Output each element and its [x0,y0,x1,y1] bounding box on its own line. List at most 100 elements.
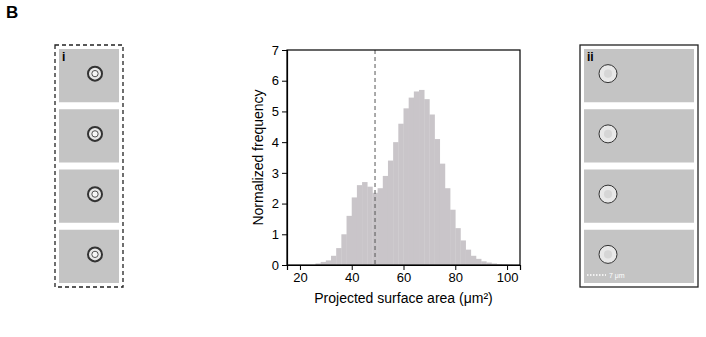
cell [88,247,102,261]
y-tick-label: 0 [272,258,279,273]
y-tick-mark [282,50,287,51]
histogram-bar [378,188,383,265]
panel-label: i [62,50,65,64]
y-tick: 6 [272,73,287,88]
y-tick-label: 2 [272,196,279,211]
histogram-bar [336,248,341,265]
cell-center [604,250,612,258]
histogram-bar [476,259,481,265]
histogram-bar [455,228,460,265]
histogram-bar [435,139,440,265]
cell-image [59,109,119,162]
scale-bar [587,274,606,276]
x-tick: 80 [449,265,463,285]
y-tick-mark [282,265,287,266]
histogram-bar [326,260,331,265]
cell-image [584,109,694,162]
histogram-bar [331,256,336,265]
histogram-bar [450,210,455,265]
y-tick: 2 [272,196,287,211]
histogram-bar [404,108,409,265]
cell-image [59,230,119,283]
histogram-bar [414,91,419,265]
panel-label: ii [587,50,594,64]
image-panel: i [55,45,123,287]
histogram-bar [445,188,450,265]
cell-image [584,230,694,283]
y-tick-mark [282,111,287,112]
y-tick-label: 4 [272,135,279,150]
cell-center [92,131,98,137]
histogram-bar [429,115,434,266]
y-tick-label: 6 [272,73,279,88]
x-tick: 40 [345,265,359,285]
cell [88,187,102,201]
y-tick: 4 [272,135,287,150]
histogram-bar [367,187,372,265]
histogram-bar [440,164,445,265]
histogram-bar [383,176,388,265]
y-tick: 1 [272,227,287,242]
histogram-bar [466,250,471,265]
cell-image [59,49,119,102]
x-tick: 60 [397,265,411,285]
plot-area [315,50,512,265]
cell-image [584,49,694,102]
cell-image [584,170,694,223]
cell [599,245,617,263]
histogram-bar [362,182,367,265]
cell-center [92,251,98,257]
y-tick: 7 [272,43,287,58]
y-tick: 5 [272,104,287,119]
x-tick: 100 [497,265,519,285]
cell [88,127,102,141]
cell-center [92,70,98,76]
histogram-bar [393,142,398,265]
cell [599,65,617,83]
histogram-bar [424,99,429,265]
y-axis-title: Normalized frequency [250,89,266,225]
x-tick-label: 80 [449,270,463,285]
scale-bar-label: 7 μm [609,272,625,280]
cell-center [604,70,612,78]
x-axis-title: Projected surface area (μm²) [314,290,492,306]
y-tick-label: 1 [272,227,279,242]
y-tick-mark [282,142,287,143]
cell [88,67,102,81]
histogram-bar [347,216,352,265]
y-axis: 0 1 2 3 4 5 6 7 [272,43,288,273]
cell-center [604,190,612,198]
panel-frame [55,45,123,287]
y-tick: 0 [272,258,287,273]
cell [599,125,617,143]
x-axis: 20 40 60 80 100 [288,265,521,285]
histogram-bar [357,185,362,265]
threshold-line [375,50,376,265]
cell [599,185,617,203]
image-panel: ii 7 μm [580,45,698,287]
histogram-bar [471,256,476,265]
cell-image [59,170,119,223]
histogram-bar [419,90,424,265]
histogram-bar [341,234,346,265]
cell-center [604,130,612,138]
x-tick-label: 40 [345,270,359,285]
y-tick-mark [282,234,287,235]
x-tick-label: 100 [497,270,519,285]
y-tick-label: 7 [272,43,279,58]
histogram-bar [398,124,403,265]
y-tick-label: 5 [272,104,279,119]
cell-center [92,191,98,197]
x-tick-label: 60 [397,270,411,285]
y-tick-mark [282,204,287,205]
x-tick: 20 [293,265,307,285]
plot-frame [287,50,520,265]
histogram-bar [409,98,414,265]
y-axis-line [282,51,288,266]
histogram-bar [388,161,393,265]
panel-letter: B [6,3,18,22]
histogram-bar [460,240,465,265]
panel-frame [580,45,698,287]
y-tick-label: 3 [272,166,279,181]
figure: Biii7 μm2040608010001234567Projected sur… [0,0,706,337]
